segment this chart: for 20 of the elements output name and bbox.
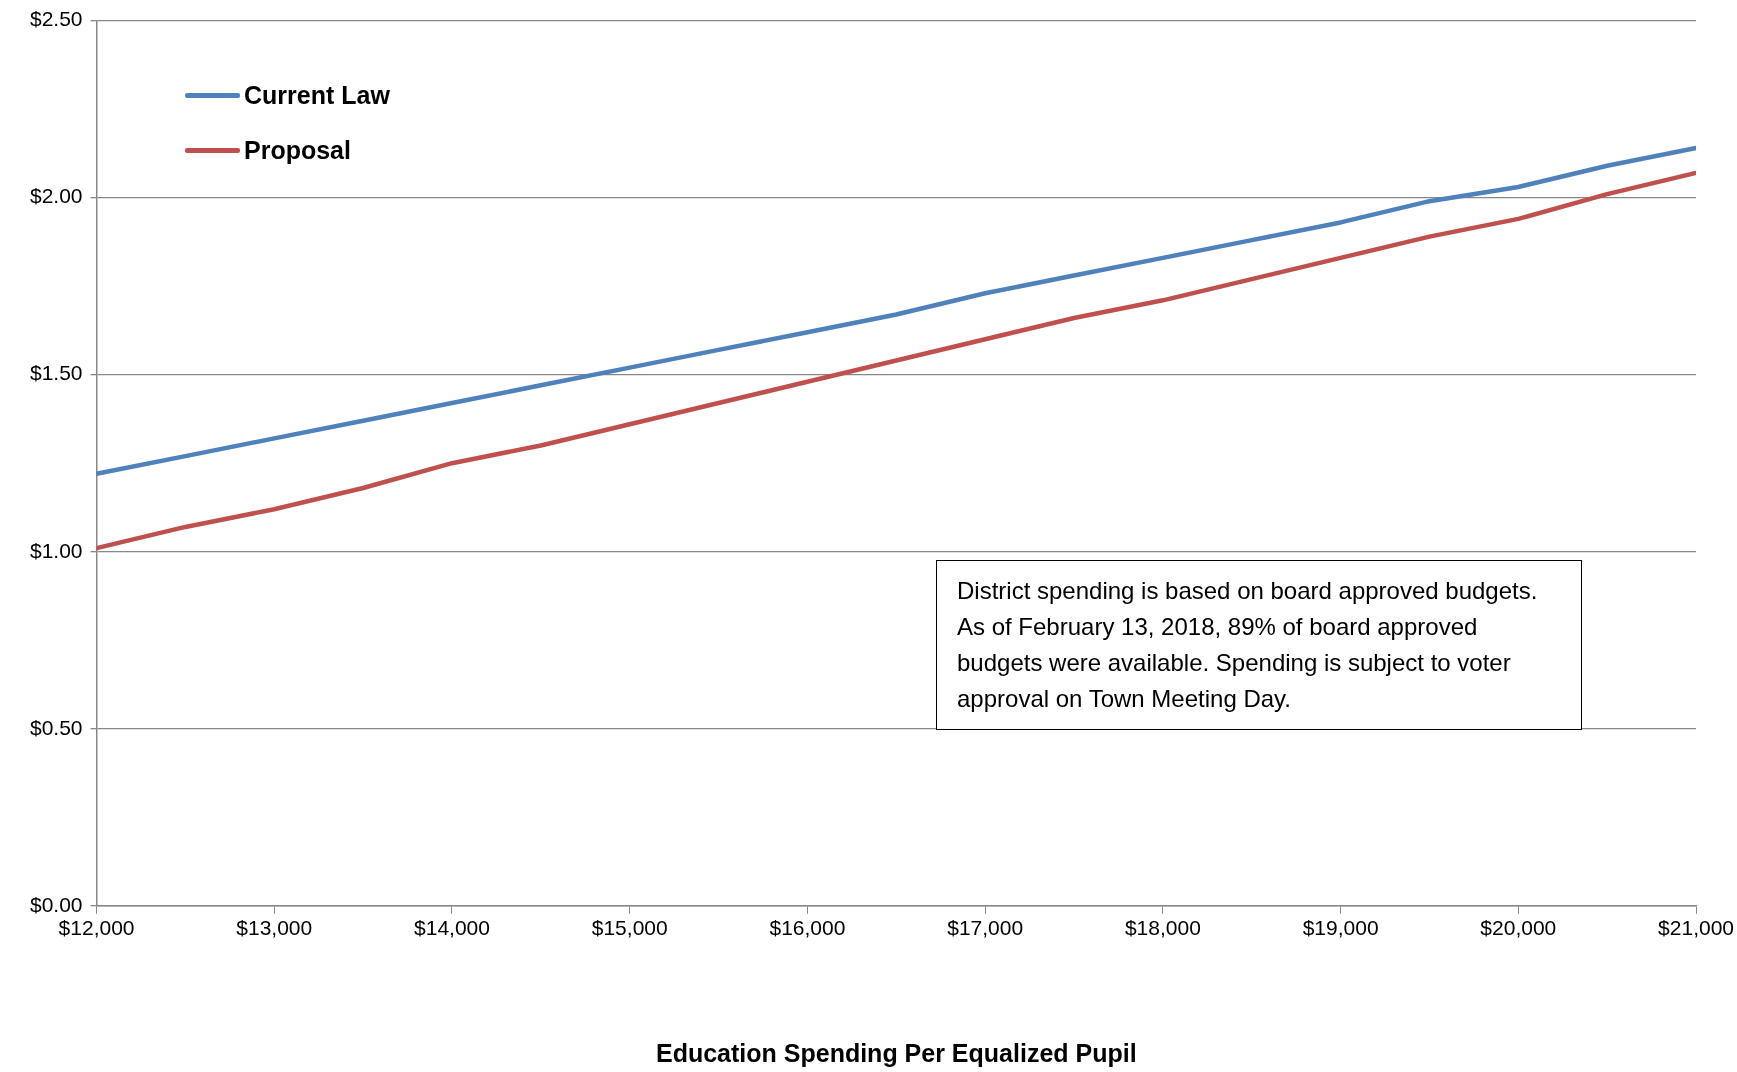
y-tick-label: $0.00 <box>29 892 83 916</box>
x-axis-title: Education Spending Per Equalized Pupil <box>655 1038 1137 1067</box>
x-tick-label: $19,000 <box>1302 916 1379 940</box>
y-tick-label: $2.00 <box>29 184 83 208</box>
y-tick-label: $2.50 <box>29 7 83 31</box>
legend-label: Proposal <box>244 136 351 165</box>
x-tick-label: $15,000 <box>591 916 668 940</box>
y-tick-label: $0.50 <box>29 715 83 739</box>
x-tick-label: $21,000 <box>1658 916 1735 940</box>
legend-label: Current Law <box>244 81 390 110</box>
x-tick-label: $16,000 <box>769 916 846 940</box>
y-tick-label: $1.50 <box>29 361 83 385</box>
x-tick-label: $18,000 <box>1124 916 1201 940</box>
annotation: District spending is based on board approved budgets. As of February 13, 2018, 89% of board approved budgets were available. Spending is subject to voter approval on Town Meeting Day. <box>957 576 1539 714</box>
x-tick-label: $13,000 <box>236 916 313 940</box>
x-tick-label: $14,000 <box>414 916 490 940</box>
x-tick-label: $12,000 <box>58 916 135 940</box>
x-tick-label: $17,000 <box>947 916 1024 940</box>
y-tick-label: $1.00 <box>29 538 83 562</box>
x-tick-label: $20,000 <box>1480 916 1557 940</box>
